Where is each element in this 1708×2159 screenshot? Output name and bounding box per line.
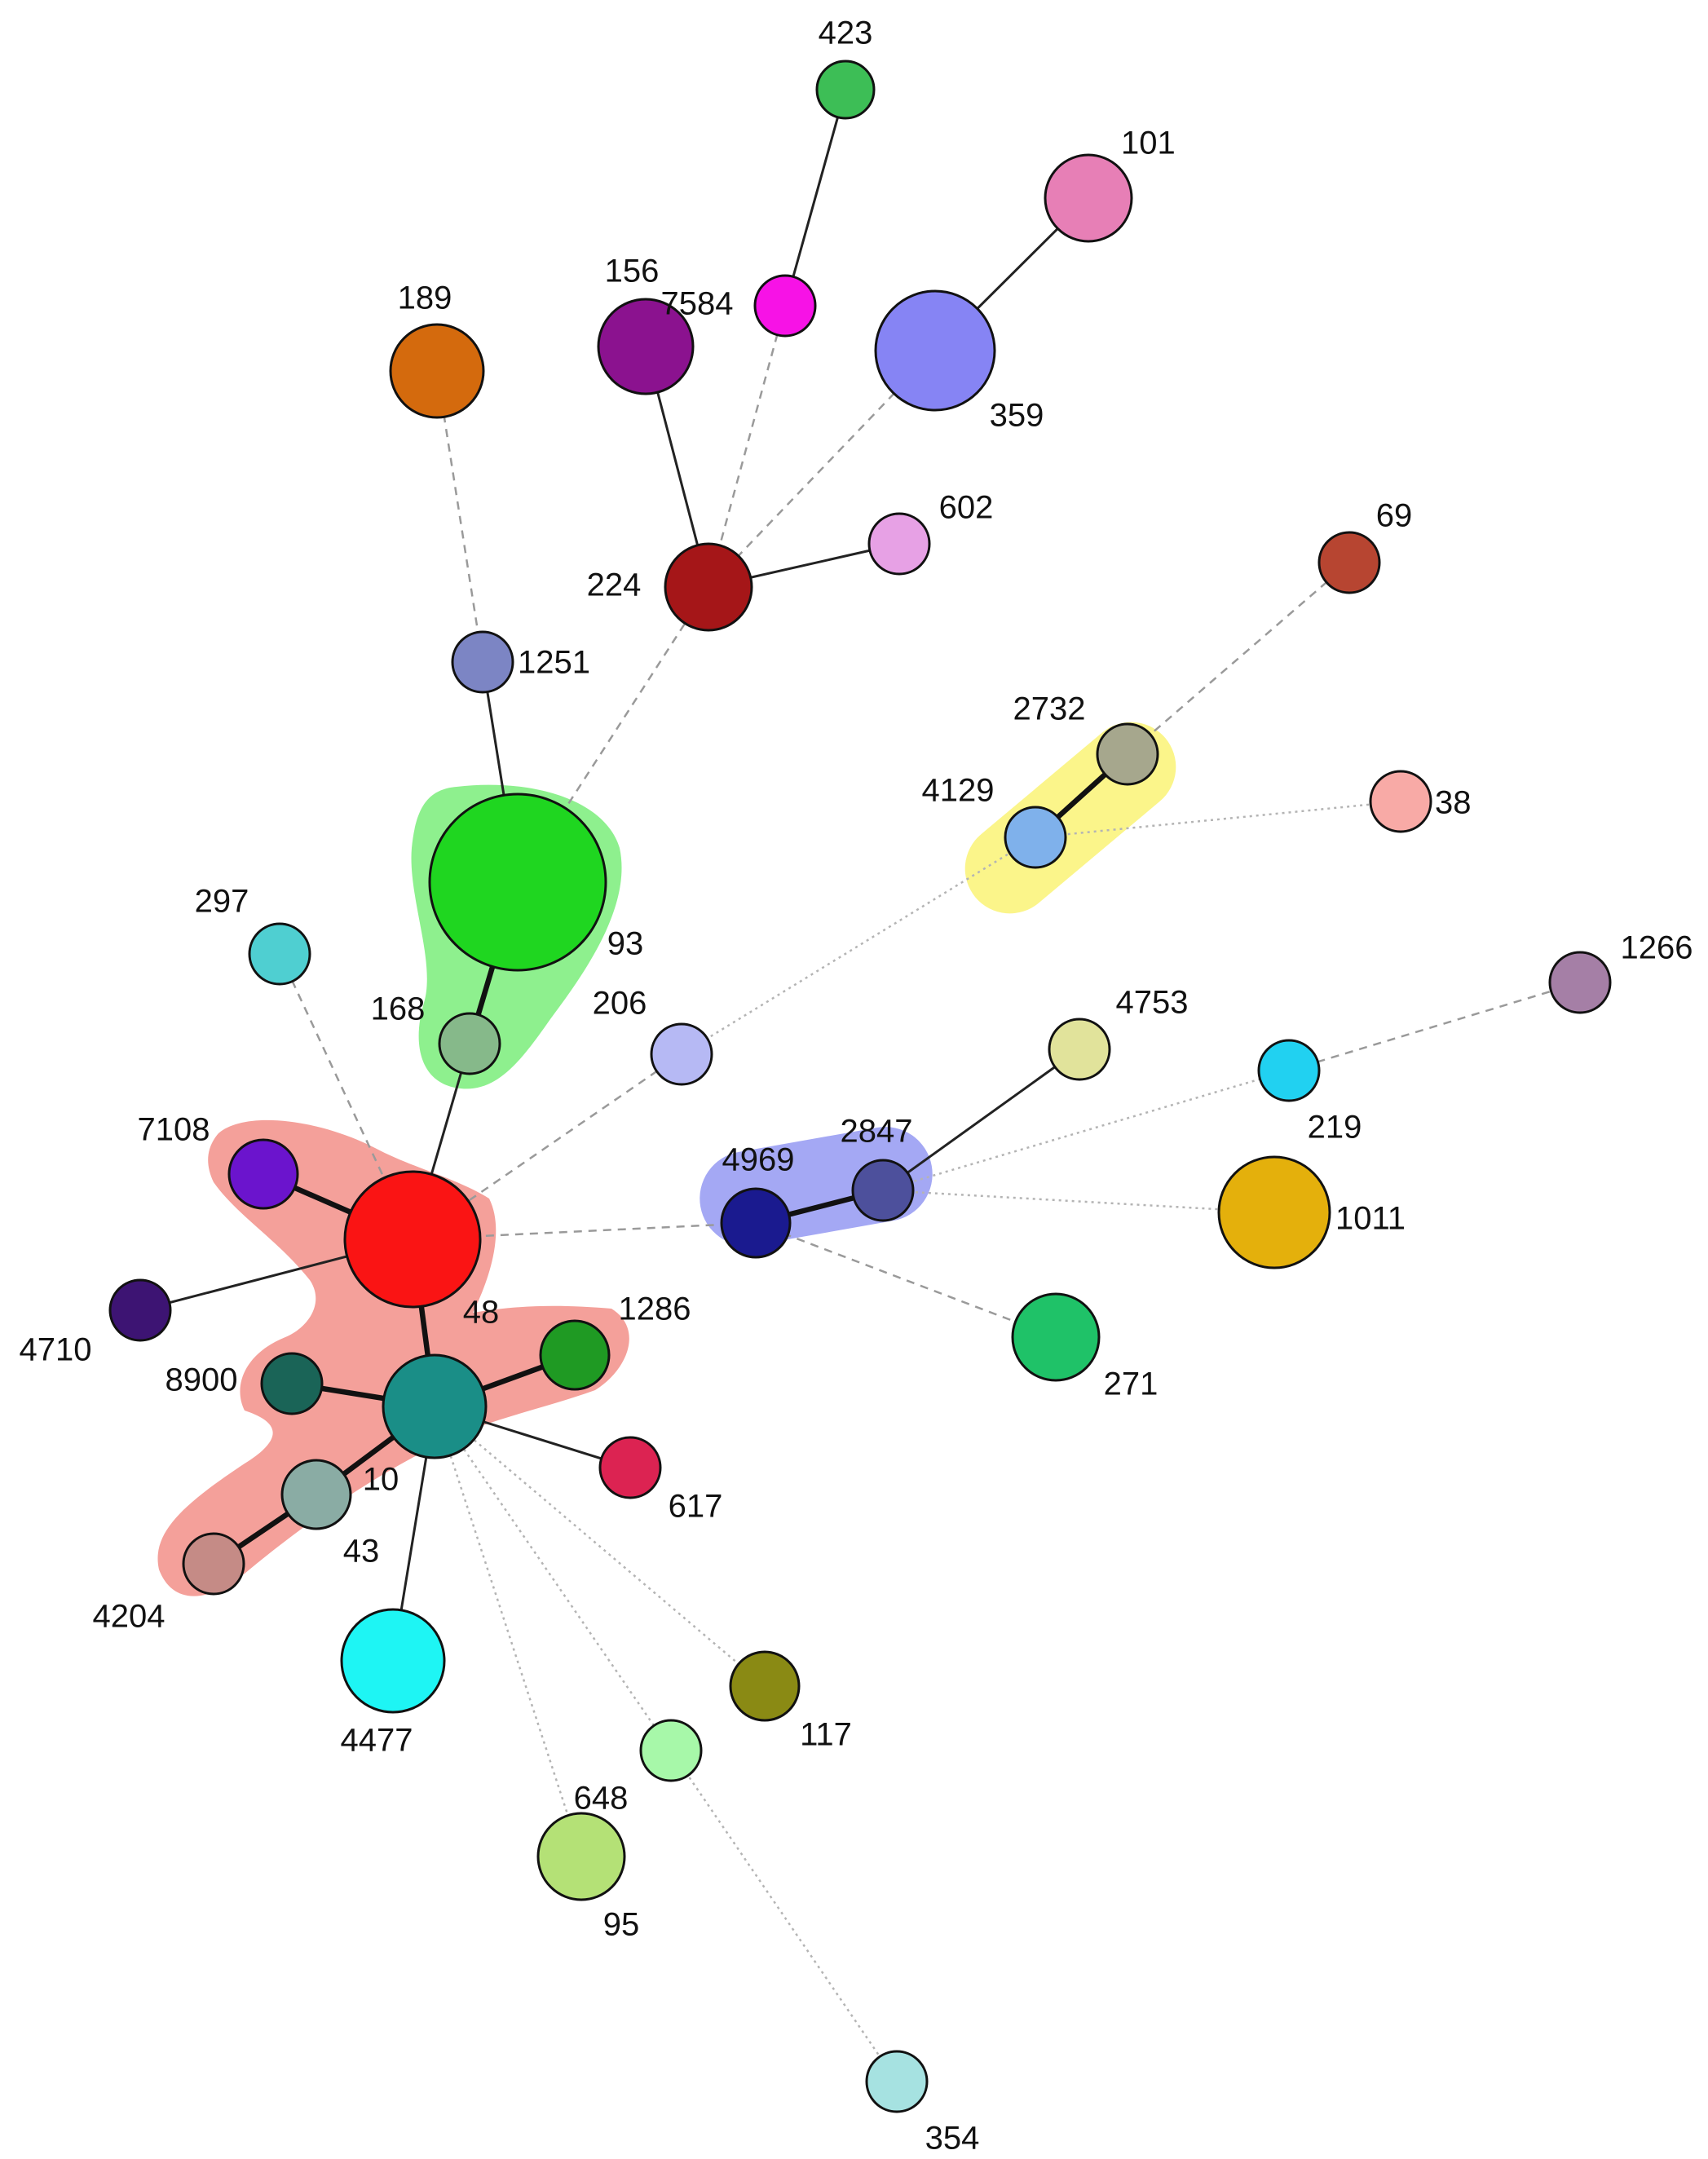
node-1011 — [1217, 1155, 1331, 1269]
node-label-219: 219 — [1308, 1110, 1362, 1146]
edge-4129-206 — [681, 836, 1036, 1056]
node-69 — [1317, 531, 1381, 594]
node-101 — [1044, 153, 1133, 243]
node-label-48: 48 — [463, 1295, 500, 1331]
node-617 — [598, 1436, 662, 1499]
node-1251 — [451, 630, 514, 694]
node-168 — [438, 1012, 501, 1075]
node-label-617: 617 — [669, 1489, 723, 1525]
node-359 — [874, 289, 996, 412]
node-label-2847: 2847 — [841, 1114, 913, 1150]
node-label-359: 359 — [990, 398, 1044, 434]
node-189 — [389, 323, 485, 419]
node-4969 — [720, 1187, 792, 1259]
node-label-156: 156 — [605, 254, 660, 289]
edge-2847-219 — [882, 1069, 1290, 1192]
node-label-69: 69 — [1376, 498, 1413, 534]
node-48 — [343, 1170, 482, 1309]
node-label-93: 93 — [607, 926, 644, 962]
edge-4129-38 — [1035, 800, 1401, 839]
node-label-43: 43 — [343, 1534, 380, 1570]
node-label-7584: 7584 — [661, 286, 734, 322]
node-4204 — [182, 1532, 245, 1596]
node-93 — [428, 793, 607, 972]
node-8900 — [260, 1352, 324, 1415]
node-label-1266: 1266 — [1621, 930, 1693, 966]
node-label-8900: 8900 — [166, 1362, 238, 1398]
node-label-1251: 1251 — [518, 645, 590, 681]
node-label-1286: 1286 — [619, 1291, 691, 1327]
node-label-297: 297 — [195, 884, 249, 920]
node-label-168: 168 — [371, 991, 426, 1027]
node-1266 — [1548, 951, 1612, 1014]
node-label-10: 10 — [363, 1462, 399, 1498]
edge-10-648 — [433, 1406, 673, 1751]
node-2732 — [1096, 722, 1159, 786]
node-7584 — [753, 274, 817, 338]
node-label-4477: 4477 — [341, 1723, 413, 1759]
node-label-4969: 4969 — [722, 1142, 795, 1178]
cluster-yellow-highlight — [964, 722, 1176, 914]
node-label-101: 101 — [1121, 126, 1176, 161]
node-423 — [815, 60, 876, 120]
node-label-2732: 2732 — [1013, 691, 1086, 727]
edge-48-4969 — [412, 1221, 757, 1241]
node-38 — [1369, 770, 1432, 833]
node-label-95: 95 — [603, 1907, 640, 1943]
node-label-423: 423 — [819, 15, 873, 51]
node-117 — [729, 1650, 801, 1722]
node-271 — [1011, 1292, 1101, 1382]
edge-7584-224 — [707, 305, 787, 588]
node-label-189: 189 — [398, 280, 452, 316]
edge-359-224 — [708, 350, 936, 588]
node-648 — [639, 1719, 703, 1782]
edge-10-95 — [433, 1406, 583, 1857]
node-label-38: 38 — [1435, 785, 1472, 821]
nodes — [108, 60, 1612, 2113]
edge-4969-271 — [755, 1221, 1057, 1339]
node-label-4753: 4753 — [1116, 985, 1189, 1021]
node-4710 — [108, 1278, 172, 1342]
edges — [139, 89, 1581, 2082]
node-219 — [1257, 1039, 1321, 1102]
node-label-7108: 7108 — [138, 1112, 210, 1148]
node-224 — [664, 542, 753, 632]
node-label-224: 224 — [587, 567, 642, 603]
node-7108 — [227, 1138, 299, 1210]
node-2847 — [851, 1159, 915, 1222]
node-1286 — [539, 1319, 611, 1391]
node-602 — [867, 512, 931, 576]
edge-2847-4753 — [882, 1048, 1080, 1192]
node-4753 — [1048, 1018, 1111, 1081]
node-43 — [280, 1459, 352, 1530]
cluster-red-highlight — [157, 1119, 629, 1596]
edge-423-7584 — [783, 89, 847, 307]
node-156 — [597, 298, 695, 395]
node-label-206: 206 — [593, 986, 647, 1022]
edge-648-354 — [669, 1750, 898, 2082]
node-label-4129: 4129 — [922, 773, 995, 809]
node-label-117: 117 — [800, 1717, 852, 1753]
node-297 — [248, 922, 311, 986]
node-label-602: 602 — [939, 490, 994, 526]
node-354 — [865, 2050, 929, 2113]
node-95 — [536, 1812, 626, 1901]
node-label-271: 271 — [1104, 1366, 1159, 1402]
node-4129 — [1004, 806, 1067, 869]
edge-2847-1011 — [882, 1189, 1275, 1214]
node-label-4204: 4204 — [93, 1599, 166, 1635]
node-label-354: 354 — [925, 2121, 980, 2157]
edge-10-117 — [434, 1406, 766, 1687]
node-label-4710: 4710 — [20, 1332, 92, 1368]
node-label-1011: 1011 — [1335, 1201, 1406, 1237]
edge-69-2732 — [1127, 562, 1350, 755]
node-4477 — [340, 1608, 446, 1714]
node-label-648: 648 — [574, 1781, 629, 1817]
edge-219-1266 — [1288, 981, 1581, 1072]
node-10 — [382, 1353, 488, 1459]
node-206 — [650, 1022, 713, 1086]
edge-189-1251 — [435, 370, 484, 663]
